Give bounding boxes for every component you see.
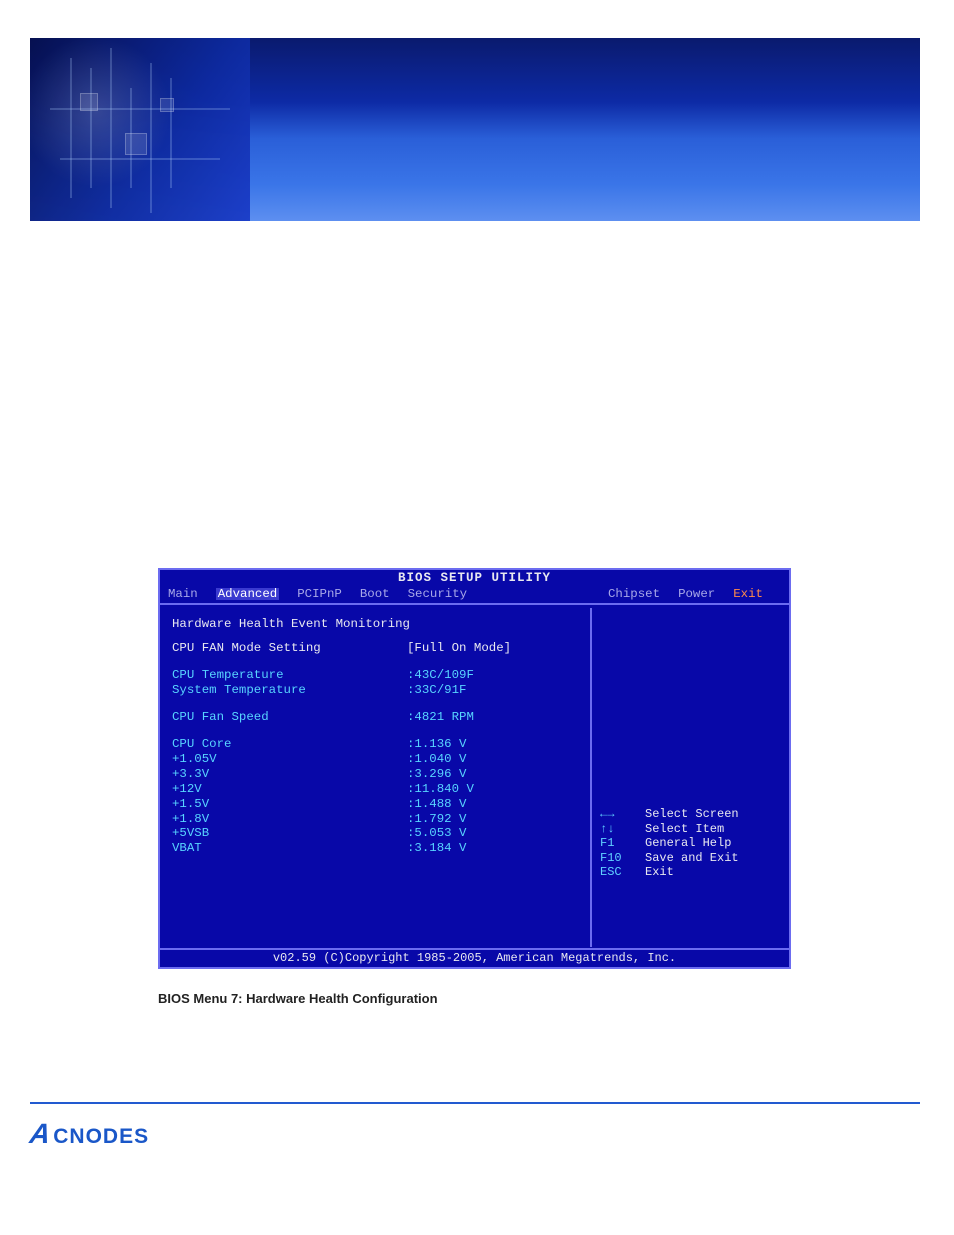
- bios-setting-row: +1.8V:1.792 V: [172, 813, 580, 825]
- bios-copyright: v02.59 (C)Copyright 1985-2005, American …: [160, 948, 789, 967]
- banner-gradient: [30, 38, 920, 221]
- bios-setting-value: :1.040 V: [407, 753, 467, 765]
- brand-logo-mark: A: [28, 1118, 54, 1150]
- banner-circuit-art: [30, 38, 250, 221]
- bios-setting-label: CPU FAN Mode Setting: [172, 642, 407, 654]
- bios-window-title: BIOS SETUP UTILITY: [160, 570, 789, 588]
- bios-help-text: General Help: [645, 837, 731, 849]
- bios-setting-label: System Temperature: [172, 684, 407, 696]
- bios-setting-row: +3.3V:3.296 V: [172, 768, 580, 780]
- bios-help-row: ↑↓Select Item: [600, 823, 787, 835]
- bios-setting-value: :4821 RPM: [407, 711, 474, 723]
- figure-caption: BIOS Menu 7: Hardware Health Configurati…: [158, 991, 791, 1006]
- bios-setting-value: :1.792 V: [407, 813, 467, 825]
- bios-setting-row: +1.05V:1.040 V: [172, 753, 580, 765]
- bios-menu-exit[interactable]: Exit: [733, 588, 763, 600]
- bios-setting-label: +12V: [172, 783, 407, 795]
- bios-setting-row: VBAT:3.184 V: [172, 842, 580, 854]
- bios-top-menu: Main Advanced PCIPnP Boot Security Chips…: [160, 588, 789, 605]
- bios-help-key: ESC: [600, 866, 645, 878]
- bios-menu-advanced[interactable]: Advanced: [216, 588, 280, 600]
- bios-help-row: F1General Help: [600, 837, 787, 849]
- footer-divider: [30, 1102, 920, 1104]
- bios-settings-pane: Hardware Health Event Monitoring CPU FAN…: [162, 608, 592, 947]
- bios-menu-main[interactable]: Main: [168, 588, 198, 600]
- bios-help-text: Select Item: [645, 823, 724, 835]
- bios-setting-value: :3.184 V: [407, 842, 467, 854]
- bios-setting-value: :1.488 V: [407, 798, 467, 810]
- bios-help-text: Save and Exit: [645, 852, 739, 864]
- bios-help-row: ←→Select Screen: [600, 808, 787, 820]
- bios-menu-power[interactable]: Power: [678, 588, 715, 600]
- bios-setting-value: :1.136 V: [407, 738, 467, 750]
- bios-help-row: ESCExit: [600, 866, 787, 878]
- bios-section-header: Hardware Health Event Monitoring: [172, 618, 580, 630]
- bios-setting-label: +3.3V: [172, 768, 407, 780]
- bios-help-key: ↑↓: [600, 823, 645, 835]
- bios-help-text: Exit: [645, 866, 674, 878]
- bios-setting-row: CPU Fan Speed:4821 RPM: [172, 711, 580, 723]
- bios-setting-label: CPU Fan Speed: [172, 711, 407, 723]
- bios-setting-row: +1.5V:1.488 V: [172, 798, 580, 810]
- bios-help-key: ←→: [600, 808, 645, 820]
- bios-screenshot: BIOS SETUP UTILITY Main Advanced PCIPnP …: [158, 568, 791, 969]
- bios-setting-row: +5VSB:5.053 V: [172, 827, 580, 839]
- bios-setting-value: [Full On Mode]: [407, 642, 511, 654]
- bios-help-key: F1: [600, 837, 645, 849]
- bios-setting-row: CPU Temperature:43C/109F: [172, 669, 580, 681]
- bios-setting-label: CPU Temperature: [172, 669, 407, 681]
- bios-setting-label: VBAT: [172, 842, 407, 854]
- bios-setting-row: System Temperature:33C/91F: [172, 684, 580, 696]
- bios-setting-label: +1.8V: [172, 813, 407, 825]
- bios-figure: BIOS SETUP UTILITY Main Advanced PCIPnP …: [158, 568, 791, 1006]
- bios-help-text: Select Screen: [645, 808, 739, 820]
- bios-setting-row: +12V:11.840 V: [172, 783, 580, 795]
- bios-setting-value: :3.296 V: [407, 768, 467, 780]
- bios-menu-chipset[interactable]: Chipset: [608, 588, 660, 600]
- bios-body: Hardware Health Event Monitoring CPU FAN…: [162, 608, 787, 947]
- brand-logo: A CNODES: [30, 1118, 149, 1150]
- bios-help-pane: ←→Select Screen↑↓Select ItemF1General He…: [592, 608, 787, 947]
- bios-setting-row: CPU FAN Mode Setting[Full On Mode]: [172, 642, 580, 654]
- bios-setting-label: CPU Core: [172, 738, 407, 750]
- bios-menu-security[interactable]: Security: [408, 588, 468, 600]
- bios-setting-row: CPU Core:1.136 V: [172, 738, 580, 750]
- brand-logo-text: CNODES: [53, 1125, 149, 1149]
- bios-setting-value: :5.053 V: [407, 827, 467, 839]
- bios-setting-label: +5VSB: [172, 827, 407, 839]
- bios-menu-boot[interactable]: Boot: [360, 588, 390, 600]
- bios-help-key: F10: [600, 852, 645, 864]
- bios-setting-value: :33C/91F: [407, 684, 467, 696]
- bios-setting-value: :43C/109F: [407, 669, 474, 681]
- header-banner: [30, 38, 920, 221]
- bios-setting-label: +1.05V: [172, 753, 407, 765]
- bios-setting-label: +1.5V: [172, 798, 407, 810]
- bios-help-row: F10Save and Exit: [600, 852, 787, 864]
- bios-setting-value: :11.840 V: [407, 783, 474, 795]
- bios-menu-pcipnp[interactable]: PCIPnP: [297, 588, 342, 600]
